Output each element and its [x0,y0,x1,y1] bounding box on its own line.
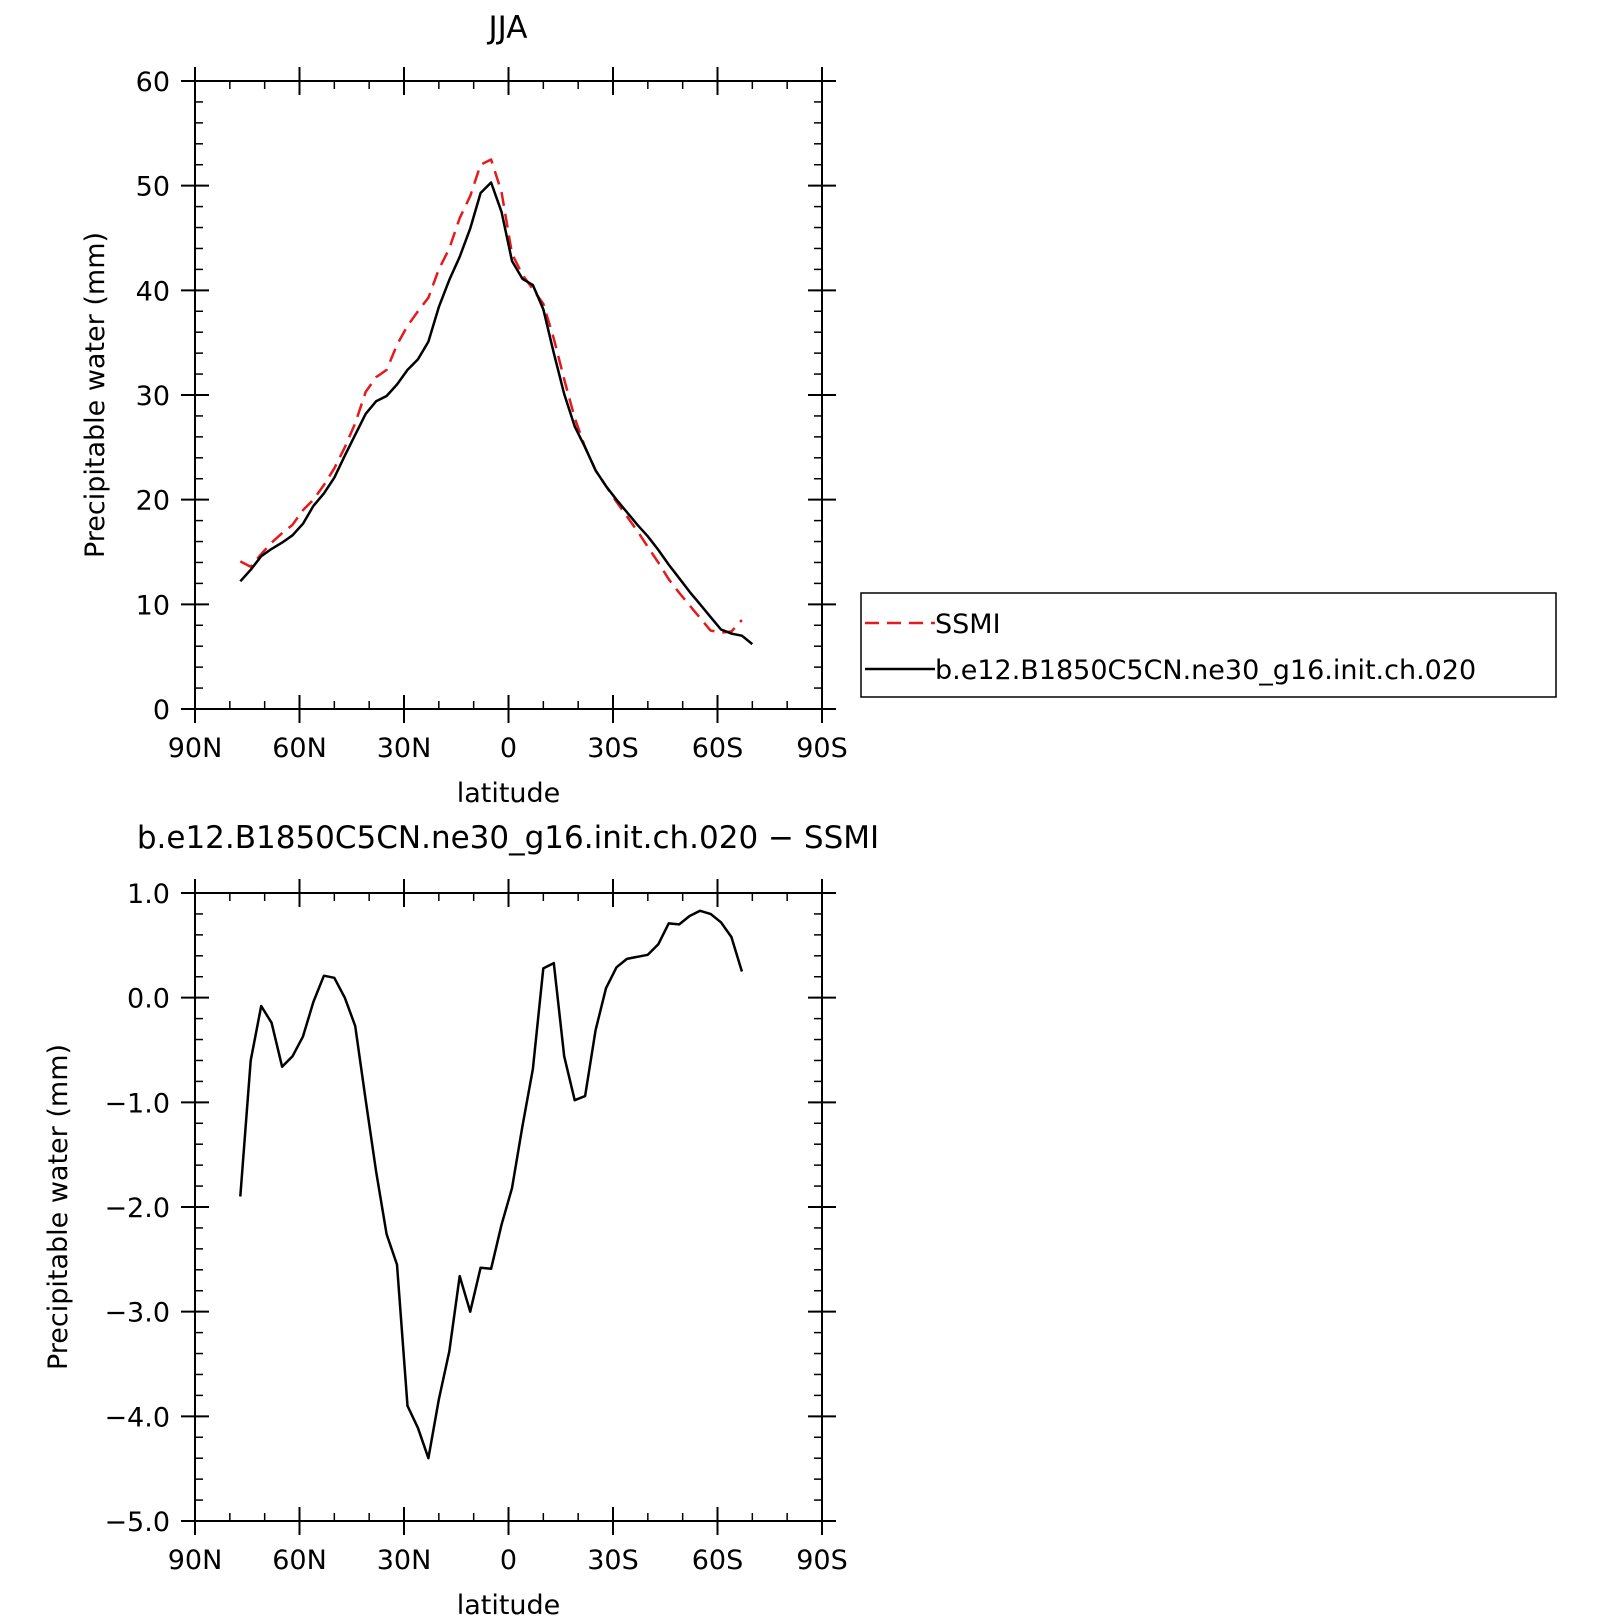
x-axis-title: latitude [457,778,561,809]
plot-frame [194,892,823,1522]
x-tick-label: 60S [692,1545,744,1576]
y-tick-label: 60 [136,67,170,98]
x-tick-label: 30N [377,1545,432,1576]
x-axis-title: latitude [457,1590,561,1619]
y-tick-label: −3.0 [104,1298,170,1329]
x-tick-label: 90S [796,733,848,764]
legend-label: b.e12.B1850C5CN.ne30_g16.init.ch.020 [935,655,1476,686]
x-tick-label: 30S [587,1545,639,1576]
x-tick-label: 60S [692,733,744,764]
series-line [239,909,744,1460]
top-panel: 90N 60N 30N 0 30S 60S 90S 0 10 20 30 40 50 60 JJA latit… [80,10,848,809]
x-tick-label: 0 [500,1545,517,1576]
legend: SSMI b.e12.B1850C5CN.ne30_g16.init.ch.020 [860,592,1557,698]
x-tick-label: 90S [796,1545,848,1576]
y-tick-label: −1.0 [104,1088,170,1119]
series-line [239,158,743,634]
y-axis-title: Precipitable water (mm) [80,232,111,558]
y-tick-label: 1.0 [127,879,170,910]
legend-label: SSMI [935,609,1001,640]
y-tick-label: −4.0 [104,1402,170,1433]
y-tick-label: −5.0 [104,1507,170,1538]
bottom-panel: 90N 60N 30N 0 30S 60S 90S 1.0 0.0 −1.0 −2.0 −3.0 −4.… [43,820,879,1619]
x-tick-label: 90N [168,733,223,764]
y-axis-title: Precipitable water (mm) [43,1044,74,1370]
y-tick-label: 0 [153,695,170,726]
y-tick-label: 30 [136,381,170,412]
plot-frame [194,80,823,710]
y-tick-label: 20 [136,486,170,517]
x-tick-label: 30S [587,733,639,764]
plot-title: b.e12.B1850C5CN.ne30_g16.init.ch.020 − S… [137,820,879,856]
x-tick-label: 60N [272,1545,327,1576]
y-tick-label: 50 [136,172,170,203]
series-line [239,181,754,646]
legend-box [860,592,1557,698]
x-tick-label: 0 [500,733,517,764]
plot-title: JJA [487,10,528,46]
y-tick-label: 40 [136,276,170,307]
y-tick-label: 10 [136,590,170,621]
y-tick-label: 0.0 [127,984,170,1015]
x-tick-label: 60N [272,733,327,764]
x-tick-label: 30N [377,733,432,764]
y-tick-label: −2.0 [104,1193,170,1224]
x-tick-label: 90N [168,1545,223,1576]
